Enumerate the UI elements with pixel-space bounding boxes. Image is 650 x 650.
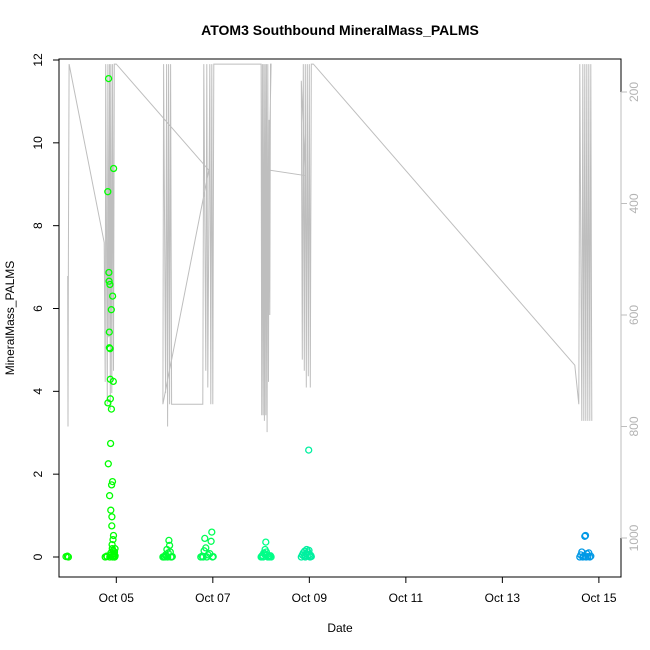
x-tick-label: Oct 05 bbox=[99, 591, 135, 605]
data-point bbox=[110, 548, 119, 556]
y2-tick-label: 600 bbox=[627, 305, 641, 325]
data-point bbox=[106, 439, 115, 448]
data-point bbox=[111, 545, 119, 553]
data-point bbox=[209, 552, 217, 561]
data-point bbox=[104, 188, 112, 196]
background-trace bbox=[67, 63, 593, 433]
data-point bbox=[108, 513, 116, 521]
y-tick-label: 12 bbox=[31, 53, 45, 67]
x-axis-label: Date bbox=[327, 621, 353, 635]
x-tick-label: Oct 13 bbox=[485, 591, 521, 605]
x-tick-label: Oct 15 bbox=[581, 591, 617, 605]
data-point bbox=[202, 544, 210, 552]
data-point bbox=[104, 460, 112, 468]
trace-line bbox=[67, 63, 593, 433]
data-point bbox=[201, 534, 209, 543]
data-point bbox=[581, 531, 590, 540]
y2-tick-label: 200 bbox=[627, 82, 641, 102]
data-point bbox=[109, 535, 117, 544]
data-point bbox=[165, 541, 174, 550]
x-tick-label: Oct 07 bbox=[195, 591, 231, 605]
data-point bbox=[105, 492, 114, 500]
data-point bbox=[165, 536, 173, 545]
data-point bbox=[267, 553, 275, 561]
data-point bbox=[105, 328, 113, 336]
y2-tick-label: 1000 bbox=[627, 524, 641, 551]
data-point bbox=[262, 538, 270, 546]
data-point bbox=[108, 477, 117, 486]
data-point bbox=[104, 74, 113, 83]
x-tick-label: Oct 09 bbox=[292, 591, 328, 605]
secondary-y-axis: 200 400 600 800 1000 bbox=[620, 82, 641, 551]
y2-tick-label: 400 bbox=[627, 193, 641, 213]
data-point bbox=[106, 280, 114, 289]
data-point bbox=[107, 405, 116, 413]
y-tick-label: 10 bbox=[31, 136, 45, 150]
chart-title: ATOM3 Southbound MineralMass_PALMS bbox=[201, 22, 479, 38]
y2-tick-label: 800 bbox=[627, 416, 641, 436]
data-point bbox=[106, 345, 114, 353]
y-tick-label: 8 bbox=[31, 222, 45, 229]
data-point bbox=[64, 553, 73, 561]
y-tick-label: 2 bbox=[31, 471, 45, 478]
data-point bbox=[587, 552, 595, 560]
data-point bbox=[107, 506, 115, 514]
y-axis-label: MineralMass_PALMS bbox=[3, 261, 17, 375]
y-tick-label: 0 bbox=[31, 553, 45, 560]
x-axis: Oct 05 Oct 07 Oct 09 Oct 11 Oct 13 Oct 15 bbox=[99, 577, 617, 605]
data-point bbox=[109, 531, 118, 540]
data-point bbox=[208, 528, 216, 536]
y-axis: 0 2 4 6 8 10 12 bbox=[31, 53, 59, 560]
data-point bbox=[108, 292, 117, 300]
y-tick-label: 4 bbox=[31, 388, 45, 395]
data-point bbox=[109, 377, 117, 386]
data-point bbox=[105, 268, 113, 277]
x-tick-label: Oct 11 bbox=[389, 591, 424, 605]
data-point bbox=[207, 537, 215, 545]
plot-frame bbox=[58, 58, 622, 578]
data-point bbox=[111, 552, 119, 560]
data-point bbox=[586, 553, 594, 561]
data-point bbox=[107, 306, 115, 314]
scatter-points bbox=[62, 74, 595, 561]
data-point bbox=[63, 552, 72, 560]
data-point bbox=[105, 277, 113, 285]
y-tick-label: 6 bbox=[31, 305, 45, 312]
data-point bbox=[107, 481, 116, 489]
data-point bbox=[307, 552, 315, 561]
data-point bbox=[109, 164, 118, 173]
data-point bbox=[108, 522, 116, 530]
data-point bbox=[168, 552, 176, 561]
data-point bbox=[305, 446, 313, 454]
data-point bbox=[106, 395, 115, 403]
